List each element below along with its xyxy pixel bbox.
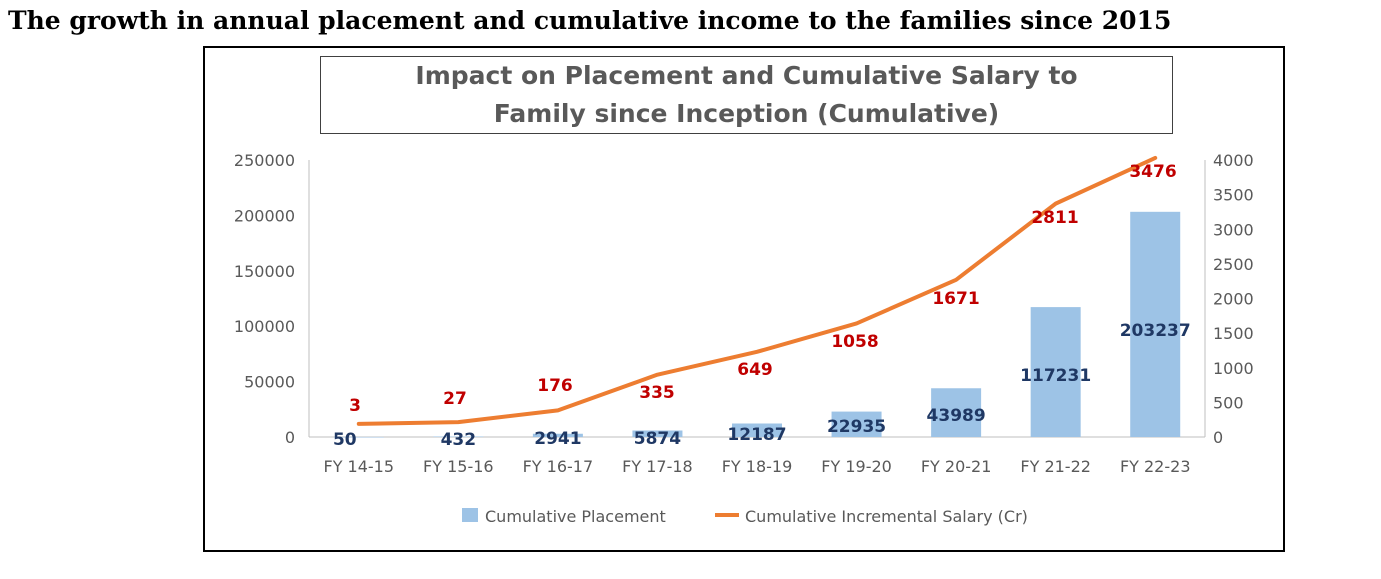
- bar-data-label: 22935: [827, 417, 886, 437]
- bar-data-label: 2941: [534, 429, 581, 449]
- bar-cumulative-placement: [333, 436, 384, 438]
- x-tick-label: FY 19-20: [821, 457, 892, 476]
- x-tick-label: FY 21-22: [1020, 457, 1091, 476]
- legend-label-cumulative-placement: Cumulative Placement: [485, 507, 666, 526]
- bar-cumulative-placement: [1130, 211, 1181, 437]
- y-right-tick-label: 500: [1213, 393, 1244, 412]
- bar-cumulative-placement: [931, 388, 982, 437]
- line-data-label: 649: [737, 360, 773, 380]
- x-tick-label: FY 17-18: [622, 457, 693, 476]
- bar-data-label: 5874: [634, 429, 681, 449]
- bar-cumulative-placement: [433, 436, 484, 438]
- y-right-tick-label: 2500: [1213, 255, 1254, 274]
- bar-data-label: 203237: [1120, 321, 1191, 341]
- x-tick-label: FY 14-15: [323, 457, 394, 476]
- y-right-tick-label: 3500: [1213, 186, 1254, 205]
- line-data-label: 1058: [831, 332, 878, 352]
- bar-data-label: 12187: [727, 425, 786, 445]
- line-data-label: 3476: [1129, 162, 1176, 182]
- chart-frame: 0 50000 100000 150000 200000 250000 0 500 1000 15…: [203, 46, 1285, 552]
- y-left-tick-label: 0: [285, 428, 295, 447]
- bar-data-label: 43989: [927, 406, 986, 426]
- y-right-tick-label: 3000: [1213, 220, 1254, 239]
- y-right-tick-label: 1500: [1213, 324, 1254, 343]
- y-left-tick-label: 150000: [234, 262, 295, 281]
- bar-cumulative-placement: [732, 423, 782, 437]
- chart-title-box: Impact on Placement and Cumulative Salar…: [320, 56, 1173, 134]
- x-tick-label: FY 16-17: [523, 457, 594, 476]
- line-data-label: 2811: [1031, 208, 1078, 228]
- bar-data-label: 432: [441, 430, 477, 450]
- bar-cumulative-placement: [532, 433, 583, 437]
- y-left-tick-label: 250000: [234, 151, 295, 170]
- bar-data-label: 50: [333, 430, 357, 450]
- y-right-tick-label: 2000: [1213, 290, 1254, 309]
- legend-label-cumulative-salary: Cumulative Incremental Salary (Cr): [745, 507, 1028, 526]
- x-tick-label: FY 20-21: [921, 457, 992, 476]
- line-data-label: 3: [349, 396, 361, 416]
- bar-data-label: 117231: [1020, 366, 1091, 386]
- combo-chart: 0 50000 100000 150000 200000 250000 0 500 1000 15…: [234, 151, 1254, 526]
- y-left-tick-label: 50000: [244, 373, 295, 392]
- line-cumulative-salary: [356, 155, 1158, 426]
- chart-title: Impact on Placement and Cumulative Salar…: [415, 61, 1078, 128]
- x-tick-label: FY 15-16: [423, 457, 494, 476]
- bar-cumulative-placement: [1030, 307, 1081, 437]
- bar-cumulative-placement: [632, 430, 683, 437]
- y-right-tick-label: 1000: [1213, 359, 1254, 378]
- line-data-label: 27: [443, 389, 467, 409]
- y-left-tick-label: 200000: [234, 206, 295, 225]
- line-data-label: 176: [537, 376, 573, 396]
- y-right-tick-label: 0: [1213, 428, 1223, 447]
- y-right-tick-label: 4000: [1213, 151, 1254, 170]
- legend-swatch-cumulative-placement: [462, 508, 478, 522]
- line-data-label: 335: [639, 383, 675, 403]
- page-heading: The growth in annual placement and cumul…: [8, 6, 1172, 35]
- bar-cumulative-placement: [831, 411, 882, 437]
- x-tick-label: FY 22-23: [1120, 457, 1191, 476]
- x-tick-label: FY 18-19: [722, 457, 793, 476]
- y-left-tick-label: 100000: [234, 317, 295, 336]
- line-data-label: 1671: [932, 289, 979, 309]
